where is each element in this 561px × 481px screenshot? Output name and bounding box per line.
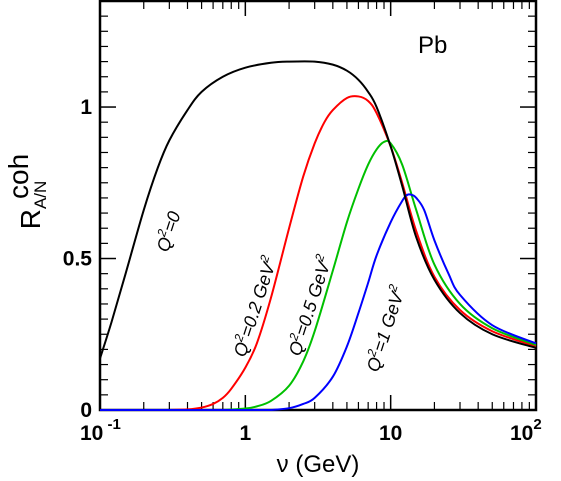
y-axis-label: RA/N coh bbox=[3, 154, 50, 229]
y-axis-label-sub: A/N bbox=[31, 181, 50, 209]
y-tick-label: 0.5 bbox=[63, 248, 93, 271]
curve-label: Q2=1 GeV2 bbox=[360, 282, 409, 374]
x-axis-label: ν (GeV) bbox=[277, 451, 360, 478]
series-line bbox=[100, 95, 537, 411]
x-tick-label: 10 bbox=[379, 422, 402, 445]
x-tick-label: 10 -1 bbox=[80, 416, 121, 445]
series-line bbox=[100, 139, 537, 411]
plot-frame bbox=[98, 0, 538, 412]
x-tick-label: 1 bbox=[239, 422, 251, 445]
x-tick-label: 102 bbox=[510, 416, 542, 445]
series-line bbox=[100, 193, 537, 411]
axis-ticks bbox=[99, 1, 537, 411]
curve-label: Q2=0 bbox=[150, 208, 185, 254]
y-axis-label-base: R bbox=[15, 209, 46, 229]
series-line bbox=[99, 60, 537, 359]
tick-labels: 10 -1 1 10 102 0 0.5 1 bbox=[63, 96, 542, 445]
series-curves bbox=[99, 60, 537, 411]
curve-label: Q2=0.2 GeV2 bbox=[227, 253, 281, 359]
y-axis-label-sup: coh bbox=[3, 154, 34, 199]
nucleus-label: Pb bbox=[418, 32, 447, 59]
svg-text:RA/N: RA/N bbox=[15, 181, 50, 230]
curve-label: Q2=0.5 GeV2 bbox=[282, 252, 336, 358]
y-tick-label: 0 bbox=[80, 399, 92, 422]
y-tick-label: 1 bbox=[80, 96, 92, 119]
